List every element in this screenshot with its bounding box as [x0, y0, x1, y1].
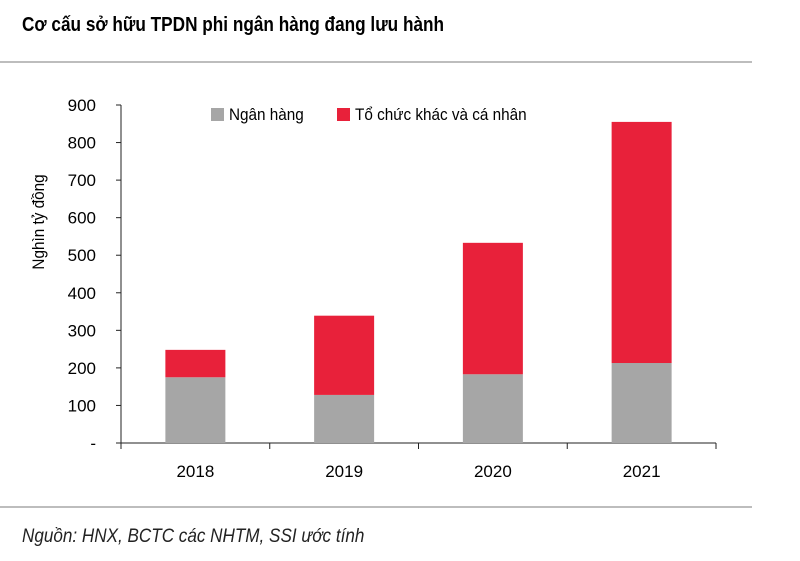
x-tick-label: 2020 [474, 462, 512, 481]
top-divider [0, 61, 752, 63]
x-tick-label: 2021 [623, 462, 661, 481]
bar-segment-other [611, 121, 672, 364]
legend-swatch-bank [211, 108, 224, 121]
y-tick-label: 300 [68, 321, 96, 340]
legend: Ngân hàng Tổ chức khác và cá nhân [211, 105, 527, 124]
y-tick-label: 200 [68, 359, 96, 378]
legend-swatch-other [337, 108, 350, 121]
y-tick-label: 900 [68, 96, 96, 115]
x-tick-label: 2019 [325, 462, 363, 481]
y-axis: - 100 200 300 400 500 600 700 800 900 [68, 96, 122, 453]
y-tick-label: 600 [68, 209, 96, 228]
y-tick-label: - [90, 434, 96, 453]
source-note: Nguồn: HNX, BCTC các NHTM, SSI ước tính [22, 526, 365, 547]
y-axis-label: Nghìn tỷ đồng [29, 174, 48, 269]
y-tick-label: 800 [68, 134, 96, 153]
y-tick-label: 700 [68, 171, 96, 190]
x-tick-label: 2018 [176, 462, 214, 481]
bar-segment-bank [611, 363, 672, 443]
chart-title: Cơ cấu sở hữu TPDN phi ngân hàng đang lư… [22, 14, 445, 36]
bottom-divider [0, 506, 752, 508]
bars [165, 121, 672, 443]
bar-segment-other [165, 349, 226, 378]
bar-segment-bank [462, 374, 523, 443]
bar-segment-other [462, 242, 523, 375]
stacked-bar-chart: - 100 200 300 400 500 600 700 800 900 2018 2019 202… [29, 96, 717, 481]
y-tick-label: 500 [68, 246, 96, 265]
bar-segment-bank [165, 377, 226, 443]
y-tick-label: 400 [68, 284, 96, 303]
bar-segment-other [314, 315, 375, 395]
legend-label-other: Tổ chức khác và cá nhân [355, 105, 527, 124]
legend-label-bank: Ngân hàng [229, 105, 304, 124]
bar-segment-bank [314, 394, 375, 443]
x-axis: 2018 2019 2020 2021 [120, 442, 717, 481]
y-tick-label: 100 [68, 396, 96, 415]
